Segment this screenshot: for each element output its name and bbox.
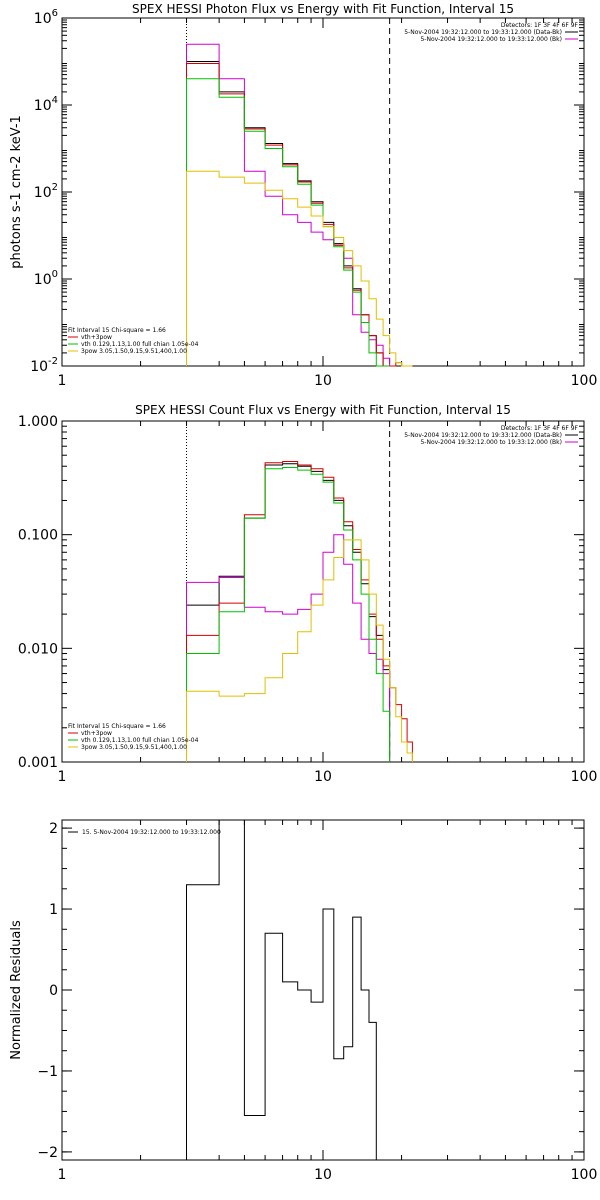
x-tick-label: 1 <box>58 769 67 785</box>
x-tick-label: 10 <box>314 1167 332 1183</box>
series-line-green <box>186 467 391 762</box>
count-flux-panel: SPEX HESSI Count Flux vs Energy with Fit… <box>18 403 597 785</box>
series-line-magenta <box>186 534 391 762</box>
legend-bottom-entry: Fit Interval 15 Chi-square = 1.66 <box>68 327 166 334</box>
legend-bottom-entry: 3pow 3.05,1.50,9.15,9.51,400,1.00 <box>81 744 187 751</box>
series-line-magenta <box>186 43 391 366</box>
x-tick-label: 100 <box>571 1167 598 1183</box>
y-tick-label: 0.100 <box>18 528 58 544</box>
legend-top-entry: Detectors: 1F 3F 4F 6F 9F <box>501 22 579 29</box>
legend-bottom-entry: vth+3pow <box>81 730 112 737</box>
residuals-panel: 1 10 100 −2 −1 0 1 2 Normalized Residuals 15. 5-N… <box>9 819 598 1183</box>
y-tick-label: −2 <box>37 1145 58 1161</box>
x-tick-label: 1 <box>58 373 67 389</box>
legend-top-entry: 5-Nov-2004 19:32:12.000 to 19:33:12.000 … <box>420 439 562 446</box>
series-line-black <box>186 819 390 1161</box>
y-tick-label: 1 <box>49 902 58 918</box>
y-tick-base: 10 <box>34 11 52 27</box>
y-tick-label: 0.010 <box>18 641 58 657</box>
series-line-red <box>186 63 413 367</box>
chart-title: SPEX HESSI Count Flux vs Energy with Fit… <box>135 403 511 417</box>
y-tick-exponent: 4 <box>52 95 58 106</box>
legend-bottom-entry: 3pow 3.05,1.50,9.15,9.51,400,1.00 <box>81 348 187 355</box>
y-tick-label: 104 <box>34 95 58 114</box>
chart-title: SPEX HESSI Photon Flux vs Energy with Fi… <box>132 2 514 16</box>
legend-bottom-entry: vth 0.129,1.13,1.00 full chian 1.05e-04 <box>81 341 199 348</box>
x-tick-label: 1 <box>58 1167 67 1183</box>
series-line-black <box>186 61 390 367</box>
y-tick-label: 1.000 <box>18 414 58 430</box>
y-axis-label: photons s-1 cm-2 keV-1 <box>9 115 24 269</box>
x-tick-label: 10 <box>314 373 332 389</box>
y-tick-base: 10 <box>30 359 48 375</box>
x-tick-label: 100 <box>571 373 598 389</box>
x-tick-label: 100 <box>571 769 598 785</box>
y-axis-label: Normalized Residuals <box>9 920 24 1060</box>
y-tick-label: 0.001 <box>18 755 58 771</box>
legend-bottom-entry: Fit Interval 15 Chi-square = 1.66 <box>68 723 166 730</box>
y-tick-label: 102 <box>34 182 58 201</box>
legend-bottom-entry: vth+3pow <box>81 334 112 341</box>
legend-top-entry: 5-Nov-2004 19:32:12.000 to 19:33:12.000 … <box>420 36 562 43</box>
legend-top-entry: 5-Nov-2004 19:32:12.000 to 19:33:12.000 … <box>404 432 562 439</box>
y-tick-base: 10 <box>34 272 52 288</box>
legend-bottom-entry: vth 0.129,1.13,1.00 full chian 1.05e-04 <box>81 737 199 744</box>
legend-entry: 15. 5-Nov-2004 19:32:12.000 to 19:33:12.… <box>82 829 221 836</box>
series-line-gold <box>186 539 413 762</box>
series-line-black <box>186 463 391 762</box>
series-line-green <box>186 78 390 367</box>
photon-flux-panel: SPEX HESSI Photon Flux vs Energy with Fi… <box>9 2 597 389</box>
legend-top-entry: 5-Nov-2004 19:32:12.000 to 19:33:12.000 … <box>404 29 562 36</box>
y-tick-exponent: -2 <box>48 356 58 367</box>
legend-top-entry: Detectors: 1F 3F 4F 6F 9F <box>501 425 579 432</box>
plot-frame <box>61 17 585 367</box>
y-tick-label: 106 <box>34 8 58 27</box>
x-tick-label: 10 <box>314 769 332 785</box>
y-tick-base: 10 <box>34 185 52 201</box>
y-tick-base: 10 <box>34 98 52 114</box>
y-tick-exponent: 2 <box>52 182 58 193</box>
y-tick-exponent: 0 <box>52 269 58 280</box>
y-tick-label: 0 <box>49 983 58 999</box>
y-tick-label: 10-2 <box>30 356 58 375</box>
y-tick-label: −1 <box>37 1064 58 1080</box>
y-tick-label: 100 <box>34 269 58 288</box>
series-line-gold <box>186 170 413 367</box>
y-tick-exponent: 6 <box>52 8 58 19</box>
y-tick-label: 2 <box>49 821 58 837</box>
